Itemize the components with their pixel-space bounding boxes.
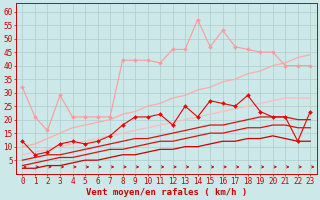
X-axis label: Vent moyen/en rafales ( km/h ): Vent moyen/en rafales ( km/h ) — [86, 188, 247, 197]
